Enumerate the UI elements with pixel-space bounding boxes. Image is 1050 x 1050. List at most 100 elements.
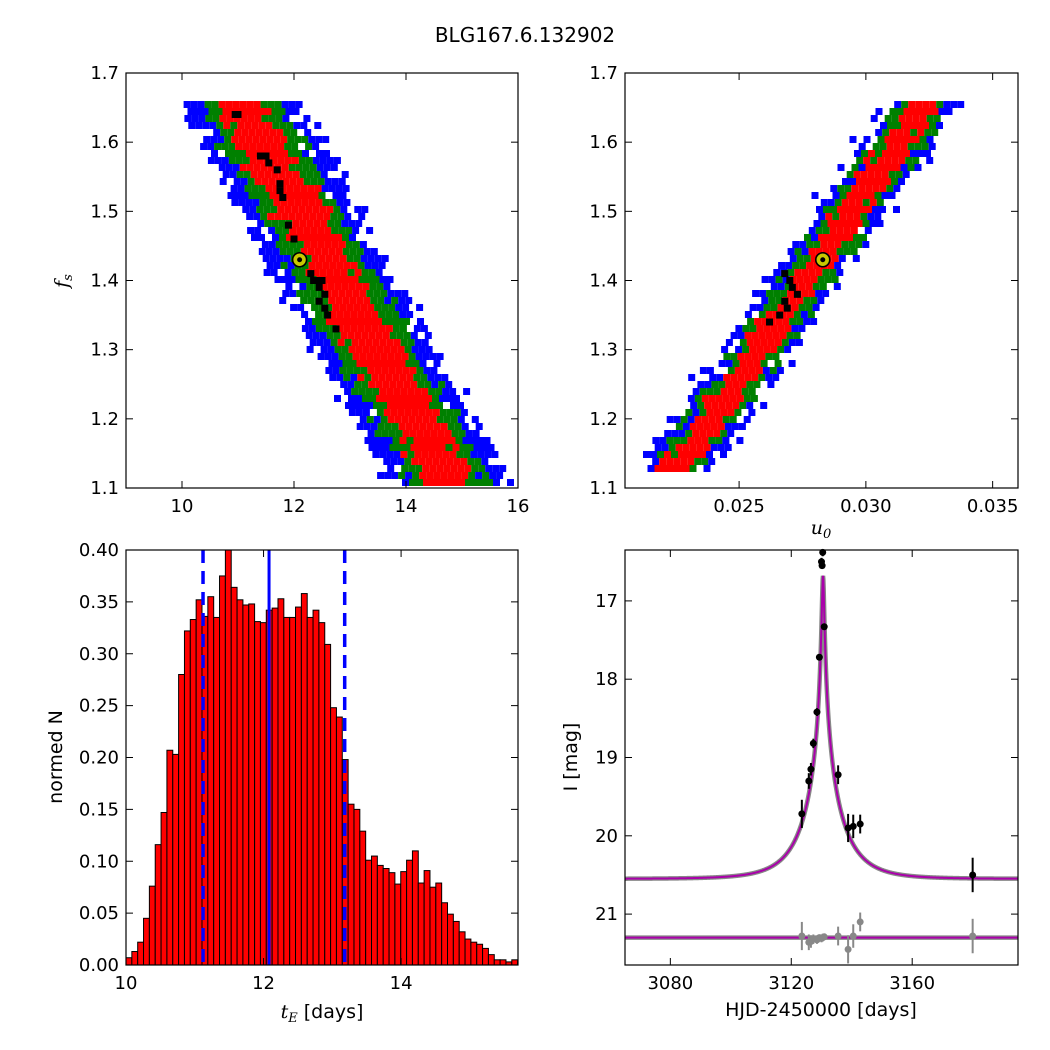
heatmap-cell xyxy=(468,472,476,479)
heatmap-cell xyxy=(657,451,664,458)
heatmap-cell xyxy=(652,437,660,444)
heatmap-cell xyxy=(820,220,828,227)
heatmap-cell xyxy=(324,178,332,185)
heatmap-cell xyxy=(345,353,353,360)
heatmap-cell xyxy=(837,206,844,213)
heatmap-cell xyxy=(338,241,346,248)
heatmap-cell xyxy=(269,192,277,199)
heatmap-cell xyxy=(265,122,273,129)
heatmap-cell xyxy=(685,451,692,458)
heatmap-cell xyxy=(886,185,894,192)
heatmap-cell xyxy=(647,465,655,472)
heatmap-cell xyxy=(884,157,892,164)
heatmap-cell xyxy=(315,311,323,318)
heatmap-cell-peak xyxy=(315,297,323,305)
heatmap-cell xyxy=(441,437,449,444)
heatmap-cell xyxy=(855,241,863,248)
heatmap-cell xyxy=(417,381,425,388)
heatmap-cell xyxy=(727,430,735,437)
y-tick-label: 1.2 xyxy=(90,409,119,430)
heatmap-cell xyxy=(317,290,325,297)
heatmap-cell xyxy=(457,402,464,409)
heatmap-cell xyxy=(863,157,871,164)
heatmap-cell xyxy=(902,171,910,178)
heatmap-cell xyxy=(302,213,310,220)
heatmap-cell xyxy=(399,311,407,318)
heatmap-cell xyxy=(414,451,422,458)
heatmap-cell xyxy=(396,381,404,388)
heatmap-cell xyxy=(761,318,769,325)
heatmap-cell xyxy=(336,311,344,318)
heatmap-cell xyxy=(415,353,423,360)
heatmap-cell-peak xyxy=(781,270,789,278)
heatmap-cell xyxy=(798,304,806,311)
heatmap-cell xyxy=(200,143,208,150)
heatmap-cell xyxy=(689,444,697,451)
heatmap-cell xyxy=(466,444,474,451)
histogram-bar xyxy=(464,938,472,966)
heatmap-cell xyxy=(220,129,228,136)
heatmap-cell xyxy=(789,318,797,325)
heatmap-cell xyxy=(799,262,807,269)
heatmap-cell xyxy=(266,136,274,143)
x-tick-label: 14 xyxy=(390,973,413,994)
heatmap-cell xyxy=(320,171,328,178)
heatmap-cell xyxy=(772,374,780,381)
heatmap-cell xyxy=(868,150,875,157)
heatmap-cell xyxy=(874,213,882,220)
heatmap-cell xyxy=(299,220,307,227)
heatmap-cell xyxy=(898,157,906,164)
heatmap-cell xyxy=(334,220,342,227)
heatmap-cell xyxy=(808,227,816,234)
heatmap-cell xyxy=(302,150,309,157)
heatmap-cell xyxy=(924,150,931,157)
heatmap-cell xyxy=(396,444,404,451)
heatmap-cell xyxy=(366,402,373,409)
heatmap-cell xyxy=(926,157,934,164)
heatmap-cell xyxy=(211,150,218,157)
heatmap-cell xyxy=(278,171,286,178)
heatmap-cell xyxy=(493,479,500,486)
heatmap-cell xyxy=(411,395,418,402)
heatmap-cell xyxy=(841,220,849,227)
heatmap-cell xyxy=(343,374,351,381)
data-point xyxy=(849,822,857,830)
heatmap-cell-peak xyxy=(290,235,298,243)
heatmap-cell xyxy=(380,353,388,360)
residual-point xyxy=(820,933,828,941)
heatmap-cell xyxy=(245,199,253,206)
heatmap-cell xyxy=(661,465,669,472)
y-tick-label: 18 xyxy=(595,669,618,690)
heatmap-cell xyxy=(411,346,419,353)
heatmap-cell xyxy=(198,115,206,122)
best-fit-marker-center xyxy=(297,257,303,263)
y-tick-label: 1.6 xyxy=(589,132,618,153)
data-point xyxy=(820,623,828,631)
heatmap-cell xyxy=(274,213,282,220)
heatmap-cell xyxy=(725,381,733,388)
heatmap-cell xyxy=(832,213,840,220)
heatmap-cell xyxy=(329,262,337,269)
heatmap-cell xyxy=(673,437,681,444)
heatmap-cell xyxy=(313,171,321,178)
heatmap-cell xyxy=(400,451,408,458)
heatmap-cell xyxy=(286,248,294,255)
heatmap-cell xyxy=(877,136,885,143)
heatmap-cell xyxy=(363,423,371,430)
histogram-bar xyxy=(423,870,431,966)
heatmap-cell xyxy=(307,297,315,304)
heatmap-cell xyxy=(371,311,379,318)
panel-fs-vs-te: 10 12 14 161.11.21.31.41.51.61.7 fs xyxy=(51,63,529,517)
heatmap-cell xyxy=(692,409,700,416)
heatmap-cell xyxy=(664,430,672,437)
heatmap-cell xyxy=(912,115,920,122)
heatmap-cell xyxy=(407,388,415,395)
heatmap-cell xyxy=(207,157,215,164)
heatmap-cell xyxy=(858,143,866,150)
heatmap-cell xyxy=(749,346,757,353)
y-tick-label: 1.6 xyxy=(90,132,119,153)
heatmap-cell xyxy=(887,122,894,129)
heatmap-cell xyxy=(876,220,884,227)
heatmap-cell xyxy=(397,346,405,353)
heatmap-cell xyxy=(362,283,370,290)
